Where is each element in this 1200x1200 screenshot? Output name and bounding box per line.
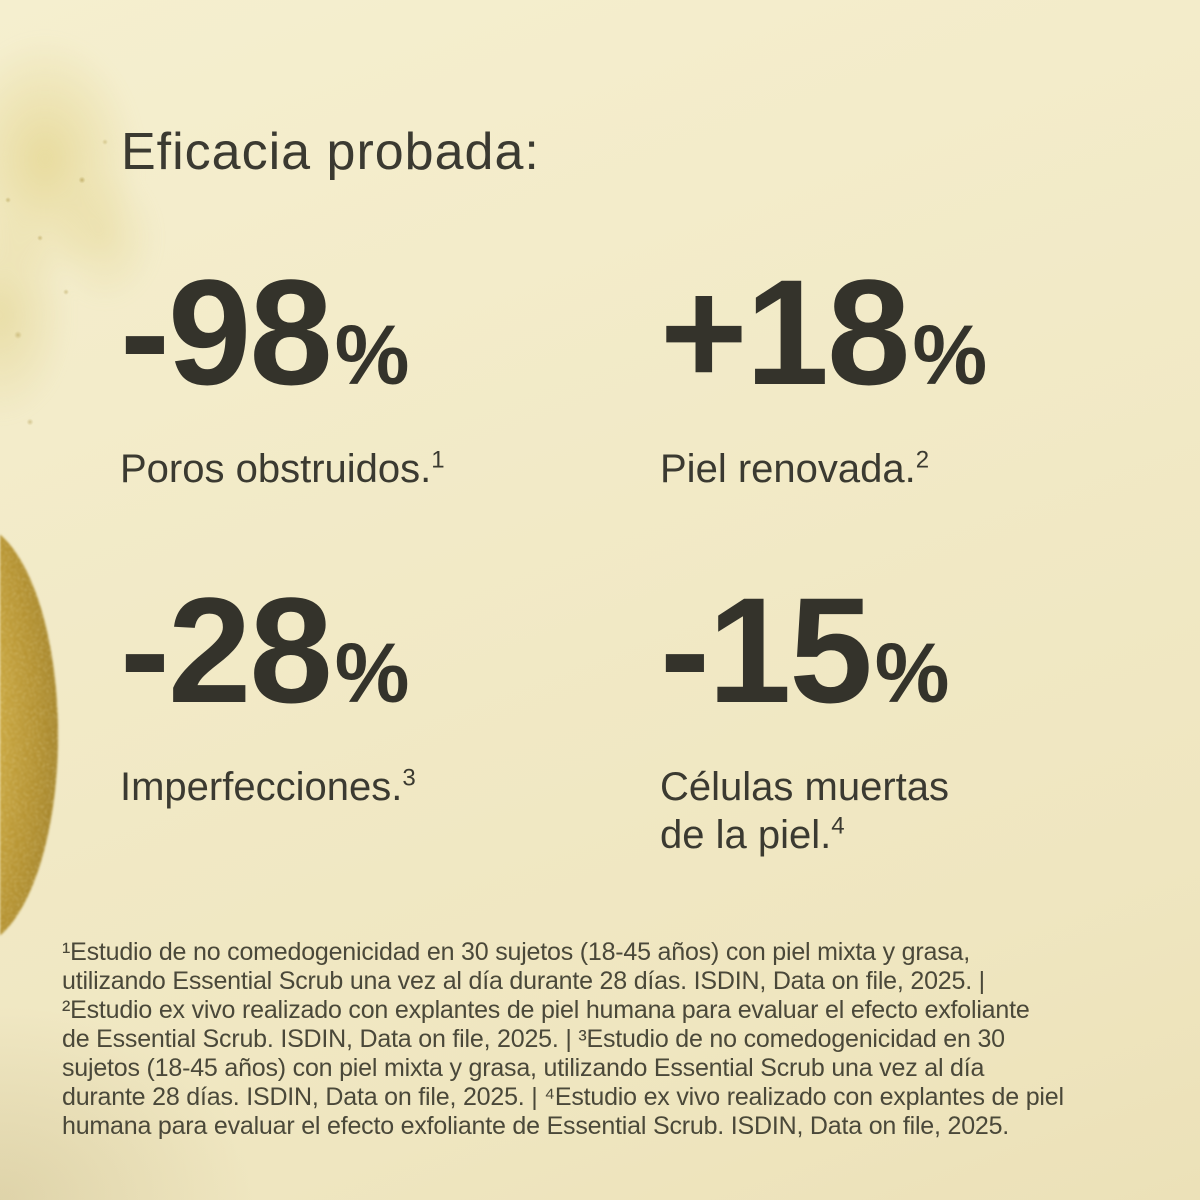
stat-label: Células muertas de la piel.4 bbox=[660, 763, 990, 859]
percent-sign: % bbox=[874, 626, 950, 720]
footnote-line: sujetos (18-45 años) con piel mixta y gr… bbox=[62, 1054, 985, 1082]
footnote-reference: 2 bbox=[915, 446, 930, 474]
stat-label: Poros obstruidos.1 bbox=[120, 445, 590, 493]
stat-poros-obstruidos: -98% Poros obstruidos.1 bbox=[120, 256, 620, 493]
stat-piel-renovada: +18% Piel renovada.2 bbox=[660, 256, 1160, 493]
stat-celulas-muertas: -15% Células muertas de la piel.4 bbox=[660, 574, 1160, 859]
stat-label-text: Piel renovada. bbox=[660, 447, 916, 491]
percent-sign: % bbox=[334, 626, 410, 720]
corner-shadow bbox=[0, 880, 420, 1200]
footnote-line: durante 28 días. ISDIN, Data on file, 20… bbox=[62, 1083, 1064, 1111]
percent-sign: % bbox=[912, 308, 988, 402]
footnote-reference: 1 bbox=[431, 446, 445, 474]
stat-number-text: -15 bbox=[660, 566, 873, 734]
stat-imperfecciones: -28% Imperfecciones.3 bbox=[120, 574, 620, 811]
stat-label: Piel renovada.2 bbox=[660, 445, 1130, 493]
percent-sign: % bbox=[334, 308, 410, 402]
footnote-line: utilizando Essential Scrub una vez al dí… bbox=[62, 967, 985, 995]
footnote-line: ¹Estudio de no comedogenicidad en 30 suj… bbox=[62, 938, 970, 966]
stat-value: +18% bbox=[660, 256, 1160, 431]
footnote-line: de Essential Scrub. ISDIN, Data on file,… bbox=[62, 1025, 1005, 1053]
stat-number-text: -98 bbox=[120, 248, 333, 416]
stat-value: -28% bbox=[120, 574, 620, 749]
stat-label-text: Poros obstruidos. bbox=[120, 447, 432, 491]
stat-number-text: -28 bbox=[120, 566, 333, 734]
footnote-line: ²Estudio ex vivo realizado con explantes… bbox=[62, 996, 1030, 1024]
stat-value: -15% bbox=[660, 574, 1160, 749]
stat-label: Imperfecciones.3 bbox=[120, 763, 590, 811]
footnote-line: humana para evaluar el efecto exfoliante… bbox=[62, 1112, 1010, 1140]
gold-scrub-blob bbox=[0, 534, 58, 936]
page-title: Eficacia probada: bbox=[121, 123, 540, 181]
stat-value: -98% bbox=[120, 256, 620, 431]
footnotes-block: ¹Estudio de no comedogenicidad en 30 suj… bbox=[62, 938, 1172, 1141]
stat-label-text: Imperfecciones. bbox=[120, 765, 403, 809]
footnote-reference: 3 bbox=[402, 764, 416, 792]
speckle-dots-texture bbox=[0, 30, 300, 490]
stat-number-text: +18 bbox=[660, 248, 910, 416]
stat-label-text: Células muertas de la piel. bbox=[660, 765, 950, 857]
footnote-reference: 4 bbox=[831, 812, 845, 840]
